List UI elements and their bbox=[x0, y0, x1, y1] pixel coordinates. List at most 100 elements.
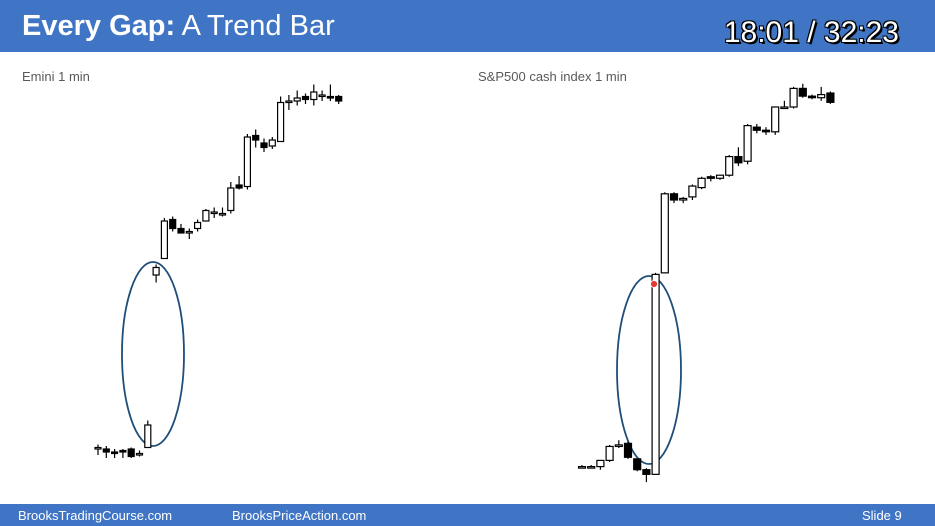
emini-candle bbox=[301, 93, 310, 104]
spx-candle-body bbox=[587, 466, 596, 469]
emini-candle-body bbox=[119, 449, 127, 453]
emini-candle bbox=[110, 449, 119, 458]
emini-candle-body bbox=[310, 91, 318, 101]
emini-candle-body bbox=[293, 97, 301, 102]
spx-candle-body bbox=[761, 129, 771, 133]
spx-candle bbox=[706, 175, 715, 182]
emini-candle-body bbox=[194, 221, 202, 230]
spx-candle bbox=[715, 174, 725, 180]
spx-candle bbox=[642, 468, 651, 483]
emini-candle bbox=[135, 450, 144, 457]
spx-candle-body bbox=[679, 197, 688, 201]
emini-candle bbox=[227, 182, 235, 214]
emini-candle bbox=[177, 224, 185, 234]
emini-candle-body bbox=[301, 95, 310, 101]
spx-candle bbox=[660, 192, 669, 274]
emini-candle bbox=[185, 228, 193, 239]
left-chart-label: Emini 1 min bbox=[22, 69, 90, 84]
emini-candle-body bbox=[318, 94, 326, 98]
emini-candle-body bbox=[202, 209, 210, 222]
emini-candle-body bbox=[102, 448, 110, 453]
spx-candle-body bbox=[734, 156, 743, 164]
spx-candle bbox=[651, 272, 660, 475]
right-chart-label: S&P500 cash index 1 min bbox=[478, 69, 627, 84]
emini-candle bbox=[210, 207, 218, 218]
spx-candle bbox=[605, 444, 614, 462]
emini-candle-body bbox=[260, 142, 268, 149]
emini-candle bbox=[277, 96, 285, 143]
emini-candle-body bbox=[235, 184, 243, 189]
spx-candle bbox=[725, 155, 734, 177]
spx-candle-body bbox=[807, 95, 817, 99]
spx-candle-body bbox=[789, 87, 798, 108]
emini-candle-body bbox=[227, 187, 235, 212]
emini-candle-body bbox=[335, 95, 343, 102]
emini-candle-body bbox=[110, 451, 119, 455]
spx-candle bbox=[752, 124, 761, 134]
footer-link-brooks-price-action[interactable]: BrooksPriceAction.com bbox=[232, 508, 367, 523]
spx-candle bbox=[798, 83, 807, 98]
spx-candle-body bbox=[706, 176, 715, 179]
spx-candle-body bbox=[826, 92, 835, 103]
spx-candle bbox=[587, 465, 596, 469]
emini-candle bbox=[260, 138, 268, 152]
spx-candle bbox=[826, 91, 835, 104]
spx-candle bbox=[669, 192, 679, 204]
emini-candle-body bbox=[243, 136, 251, 188]
spx-candle bbox=[633, 458, 642, 472]
spx-candle-body bbox=[697, 177, 706, 189]
spx-candle-body bbox=[596, 459, 605, 468]
emini-candle bbox=[194, 219, 202, 232]
spx-candle-body bbox=[752, 126, 761, 131]
spx-candle-body bbox=[651, 273, 660, 475]
spx-candle bbox=[679, 196, 688, 204]
emini-candle-body bbox=[94, 446, 102, 450]
emini-candle bbox=[127, 447, 135, 458]
emini-candle-body bbox=[252, 134, 260, 141]
emini-candle bbox=[202, 209, 210, 222]
emini-candle-body bbox=[218, 212, 227, 216]
emini-candle bbox=[268, 137, 276, 149]
emini-candle bbox=[318, 90, 326, 101]
emini-candle bbox=[218, 207, 227, 217]
emini-candle bbox=[310, 84, 318, 106]
emini-candle-body bbox=[285, 100, 293, 104]
spx-candle-body bbox=[577, 466, 587, 469]
footer-link-brooks-trading-course[interactable]: BrooksTradingCourse.com bbox=[18, 508, 173, 523]
slide-title-rest: A Trend Bar bbox=[175, 10, 335, 42]
slide-title-bold: Every Gap: bbox=[22, 10, 176, 42]
slide-footer: BrooksTradingCourse.com BrooksPriceActio… bbox=[0, 504, 935, 526]
spx-candle-body bbox=[715, 174, 725, 179]
emini-candle bbox=[335, 95, 343, 104]
gap-marker-dot bbox=[650, 280, 658, 288]
gap-ellipse-right bbox=[616, 275, 682, 465]
spx-candle-body bbox=[743, 124, 752, 162]
spx-candle-body bbox=[633, 458, 642, 471]
emini-candle-body bbox=[160, 220, 168, 260]
spx-candle-body bbox=[614, 444, 623, 448]
spx-candle bbox=[697, 176, 706, 190]
emini-candle bbox=[119, 449, 127, 458]
spx-candle-body bbox=[798, 87, 807, 97]
emini-candle bbox=[94, 444, 102, 455]
emini-candle-body bbox=[127, 448, 135, 458]
spx-candle-body bbox=[660, 193, 669, 274]
spx-candle bbox=[771, 106, 780, 135]
emini-candle bbox=[102, 446, 110, 458]
emini-candle bbox=[160, 218, 168, 260]
emini-candle-body bbox=[135, 452, 144, 456]
slide-title: Every Gap: A Trend Bar bbox=[22, 7, 335, 45]
spx-candle-body bbox=[688, 185, 697, 198]
spx-candle bbox=[761, 127, 771, 135]
spx-candle bbox=[688, 184, 697, 200]
emini-candle-body bbox=[210, 211, 218, 215]
spx-candle bbox=[614, 440, 623, 448]
spx-candle-body bbox=[725, 156, 734, 176]
spx-candle bbox=[789, 86, 798, 109]
emini-candle bbox=[235, 176, 243, 190]
spx-candle bbox=[743, 124, 752, 165]
emini-candle bbox=[243, 134, 251, 190]
emini-candle bbox=[152, 264, 160, 283]
spx-candle bbox=[596, 459, 605, 470]
emini-candle-body bbox=[177, 227, 185, 234]
